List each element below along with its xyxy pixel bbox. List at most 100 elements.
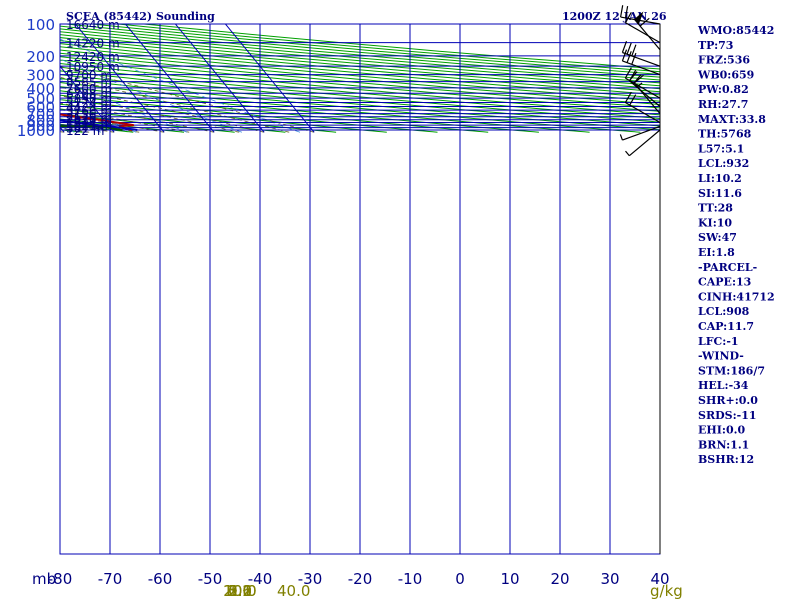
index-value: LCL:908 [698, 305, 750, 318]
pressure-tick-label: 800 [26, 112, 55, 130]
temperature-tick-label: -70 [98, 570, 123, 588]
index-value: CAP:11.7 [698, 320, 754, 333]
height-label: 5124 m [66, 96, 112, 110]
index-value: LFC:-1 [698, 335, 739, 348]
pressure-tick-label: 300 [26, 67, 55, 85]
wind-barb [619, 125, 661, 141]
index-value: SW:47 [698, 231, 737, 244]
dry-adiabat-line [60, 63, 660, 119]
height-label: 12420 m [66, 50, 120, 64]
index-value: -PARCEL- [698, 261, 757, 274]
dry-adiabat-line [60, 66, 660, 123]
mixing-ratio-tick-label: 0.6 [228, 582, 252, 600]
index-value: EI:1.8 [698, 246, 735, 259]
index-value: MAXT:33.8 [698, 113, 766, 126]
height-label: 1514 m [66, 117, 112, 131]
wind-barb-column [619, 5, 661, 554]
mixing-ratio-tick-label: 1.0 [228, 582, 252, 600]
pressure-tick-label: 600 [26, 98, 55, 116]
index-value: STM:186/7 [698, 364, 765, 377]
dry-adiabat-line [118, 24, 660, 73]
index-value: TP:73 [698, 39, 733, 52]
height-label: 3156 m [66, 108, 112, 122]
index-value: -WIND- [698, 350, 744, 363]
height-label: 7600 m [66, 82, 112, 96]
temperature-tick-label: -80 [48, 570, 73, 588]
dry-adiabat-line [60, 56, 660, 112]
pressure-tick-label: 200 [26, 48, 55, 66]
height-label: 561 m [66, 122, 104, 136]
height-label: 4423 m [66, 100, 112, 114]
index-value: KI:10 [698, 216, 732, 229]
index-value: PW:0.82 [698, 83, 749, 96]
height-label: 14220 m [66, 37, 120, 51]
temperature-tick-label: 40 [650, 570, 669, 588]
wind-barb [621, 41, 661, 67]
index-value: SI:11.6 [698, 187, 742, 200]
index-value: TT:28 [698, 202, 733, 215]
pressure-tick-label: 500 [26, 90, 55, 108]
dry-adiabat-line [60, 52, 660, 109]
temperature-tick-label: -10 [398, 570, 423, 588]
dry-adiabat-line [92, 24, 660, 75]
pressure-unit-label: mb [32, 570, 56, 588]
index-value: WB0:659 [697, 68, 754, 81]
temperature-tick-label: 10 [500, 570, 519, 588]
temperature-tick-label: -20 [348, 570, 373, 588]
index-value: BSHR:12 [698, 453, 754, 466]
temperature-tick-label: 20 [550, 570, 569, 588]
moist-adiabat-line [60, 102, 215, 133]
temperature-tick-label: -50 [198, 570, 223, 588]
height-label: 122 m [66, 124, 104, 138]
height-label: 6708 m [66, 87, 112, 101]
pressure-tick-label: 100 [26, 16, 55, 34]
index-value: EHI:0.0 [698, 424, 745, 437]
height-label: 8585 m [66, 76, 112, 90]
pressure-tick-label: 900 [26, 117, 55, 135]
temperature-tick-label: -30 [298, 570, 323, 588]
mixing-ratio-tick-label: 0.1 [228, 582, 252, 600]
temperature-tick-label: -60 [148, 570, 173, 588]
height-label: 10950 m [66, 60, 120, 74]
wind-barb [624, 11, 661, 44]
moist-adiabat-line [60, 76, 290, 133]
index-value: RH:27.7 [698, 98, 748, 111]
index-value: LCL:932 [698, 157, 749, 170]
mixing-ratio-tick-label: 0.2 [228, 582, 252, 600]
wind-barb [633, 11, 661, 51]
index-value: HEL:-34 [698, 379, 749, 392]
temperature-tick-label: -40 [248, 570, 273, 588]
height-label: 9700 m [66, 69, 112, 83]
mixing-ratio-tick-label: 2.0 [228, 582, 252, 600]
wind-barb [624, 91, 661, 124]
height-label: 16640 m [66, 18, 120, 32]
dry-adiabat-line [60, 25, 660, 81]
mixing-ratio-tick-label: 3.0 [228, 582, 252, 600]
mixing-ratio-line [0, 36, 2, 132]
height-label: 3766 m [66, 104, 112, 118]
wind-barb [633, 74, 661, 114]
mixing-ratio-tick-label: 10.0 [223, 582, 256, 600]
series [60, 113, 138, 131]
height-label: 2030 m [66, 114, 112, 128]
temperature-tick-label: 30 [600, 570, 619, 588]
mixing-ratio-tick-label: 5.0 [228, 582, 252, 600]
index-value: CAPE:13 [698, 276, 751, 289]
dry-adiabat-line [60, 31, 660, 87]
pressure-tick-label: 700 [26, 106, 55, 124]
wind-barb [621, 49, 661, 76]
index-value: L57:5.1 [698, 142, 744, 155]
index-value: WMO:85442 [697, 24, 774, 37]
temperature-profile-line [60, 113, 135, 131]
dry-adiabat-line [60, 28, 660, 84]
index-value: BRN:1.1 [698, 438, 749, 451]
dry-adiabat-line [60, 49, 660, 105]
plot-area [0, 24, 660, 554]
index-value: CINH:41712 [698, 290, 775, 303]
height-label: 1021 m [66, 119, 112, 133]
index-value: SRDS:-11 [698, 409, 757, 422]
parcel-profile-line [60, 119, 138, 131]
index-value: TH:5768 [698, 128, 752, 141]
